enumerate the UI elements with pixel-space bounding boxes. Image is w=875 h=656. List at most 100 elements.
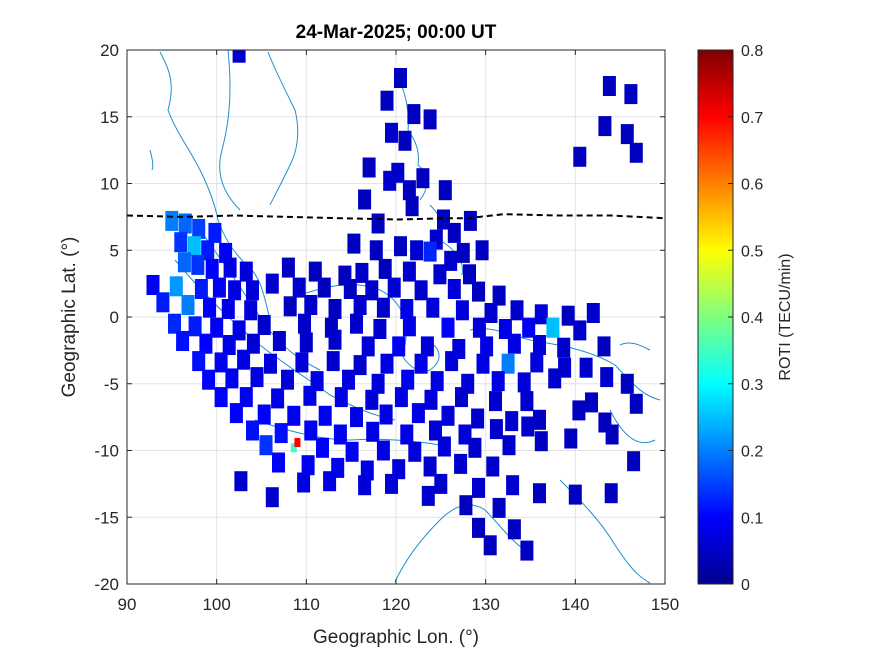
roti-cell bbox=[303, 385, 317, 406]
roti-cell bbox=[343, 279, 357, 299]
roti-cell bbox=[445, 351, 459, 372]
roti-cell bbox=[298, 313, 311, 334]
colorbar-tick-label: 0.2 bbox=[741, 444, 763, 461]
roti-cell bbox=[411, 403, 425, 424]
y-axis-ticks: 20 15 10 5 0 -5 -10 -15 -20 bbox=[94, 41, 665, 594]
roti-cell bbox=[334, 387, 348, 408]
y-tick-label: -10 bbox=[94, 442, 119, 461]
roti-cell bbox=[441, 405, 455, 426]
roti-cell bbox=[534, 431, 548, 452]
roti-cell bbox=[191, 254, 205, 275]
roti-cell bbox=[176, 331, 190, 351]
roti-cell bbox=[402, 180, 416, 201]
terminator-line bbox=[127, 213, 665, 221]
roti-cell bbox=[287, 405, 301, 426]
roti-cell bbox=[471, 408, 485, 429]
roti-cell bbox=[546, 317, 560, 338]
roti-cell bbox=[264, 353, 277, 374]
roti-cell bbox=[358, 189, 372, 210]
roti-cell bbox=[365, 389, 379, 410]
roti-cell bbox=[472, 281, 485, 302]
roti-cell bbox=[221, 299, 235, 319]
y-axis-label: Geographic Lat. (°) bbox=[59, 237, 80, 398]
roti-cell bbox=[380, 353, 394, 374]
roti-cell bbox=[212, 277, 226, 298]
roti-cell bbox=[174, 232, 188, 253]
roti-cell bbox=[371, 213, 385, 234]
roti-cell bbox=[414, 280, 428, 301]
roti-cell bbox=[489, 391, 502, 412]
roti-cell bbox=[205, 258, 219, 279]
roti-cell bbox=[292, 277, 306, 298]
roti-cell bbox=[214, 387, 228, 408]
roti-cell bbox=[366, 421, 380, 442]
roti-cell bbox=[456, 242, 470, 263]
roti-cell bbox=[178, 213, 192, 234]
roti-cell bbox=[447, 279, 461, 299]
roti-cell bbox=[350, 407, 363, 428]
roti-cell bbox=[239, 261, 253, 282]
x-tick-label: 90 bbox=[118, 595, 137, 614]
roti-cell bbox=[629, 393, 643, 414]
roti-cell bbox=[423, 456, 437, 477]
roti-cell bbox=[600, 367, 614, 388]
roti-cell bbox=[433, 264, 447, 285]
roti-cell bbox=[564, 428, 578, 449]
roti-cells bbox=[146, 50, 643, 561]
roti-cell bbox=[246, 420, 259, 441]
roti-cell bbox=[318, 405, 332, 426]
roti-cell bbox=[274, 423, 288, 444]
roti-cell bbox=[414, 353, 428, 374]
roti-cell bbox=[234, 471, 248, 492]
roti-cell bbox=[177, 252, 191, 273]
roti-cell bbox=[271, 388, 285, 409]
y-tick-label: -15 bbox=[94, 508, 119, 527]
roti-cell bbox=[455, 300, 469, 321]
roti-cell bbox=[192, 218, 206, 239]
roti-cell bbox=[392, 336, 406, 357]
roti-cell bbox=[295, 352, 309, 373]
roti-cell bbox=[229, 403, 243, 424]
x-tick-label: 110 bbox=[293, 595, 320, 614]
roti-cell bbox=[408, 441, 422, 462]
roti-cell bbox=[398, 130, 412, 151]
roti-cell bbox=[281, 257, 295, 278]
roti-cell bbox=[202, 369, 216, 390]
roti-cell bbox=[301, 455, 315, 476]
colorbar-tick-label: 0.4 bbox=[741, 310, 763, 327]
roti-cell bbox=[624, 84, 638, 105]
roti-cell bbox=[192, 351, 206, 372]
roti-cell bbox=[265, 487, 279, 508]
roti-cell bbox=[444, 250, 458, 271]
colorbar-ticks: 0.8 0.7 0.6 0.5 0.4 0.3 0.2 0.1 0 bbox=[728, 43, 763, 594]
roti-cell bbox=[394, 387, 408, 408]
roti-cell bbox=[423, 241, 437, 262]
y-tick-label: -20 bbox=[94, 575, 119, 594]
roti-cell bbox=[225, 368, 239, 389]
roti-cell bbox=[561, 305, 575, 326]
roti-cell bbox=[486, 456, 500, 477]
y-tick-label: 5 bbox=[110, 241, 119, 260]
colorbar-tick-label: 0.3 bbox=[741, 377, 763, 394]
roti-cell bbox=[402, 316, 416, 337]
roti-cell bbox=[507, 333, 521, 354]
roti-cell bbox=[181, 295, 195, 315]
roti-cell bbox=[410, 240, 424, 261]
roti-cell bbox=[353, 355, 367, 376]
roti-cell bbox=[472, 517, 485, 538]
colorbar-label: ROTI (TECU/min) bbox=[777, 253, 794, 380]
roti-cell bbox=[534, 304, 548, 325]
roti-cell bbox=[491, 371, 505, 392]
roti-cell bbox=[627, 451, 641, 472]
roti-cell bbox=[345, 441, 359, 462]
colorbar-tick-label: 0 bbox=[741, 577, 750, 594]
roti-cell bbox=[520, 540, 534, 561]
roti-cell bbox=[347, 233, 361, 254]
roti-cell bbox=[468, 437, 482, 458]
roti-cell bbox=[326, 351, 340, 372]
roti-cell bbox=[506, 475, 520, 496]
roti-cell bbox=[437, 436, 451, 457]
roti-cell bbox=[476, 353, 490, 374]
roti-cell bbox=[629, 142, 643, 163]
roti-cell bbox=[317, 277, 331, 298]
